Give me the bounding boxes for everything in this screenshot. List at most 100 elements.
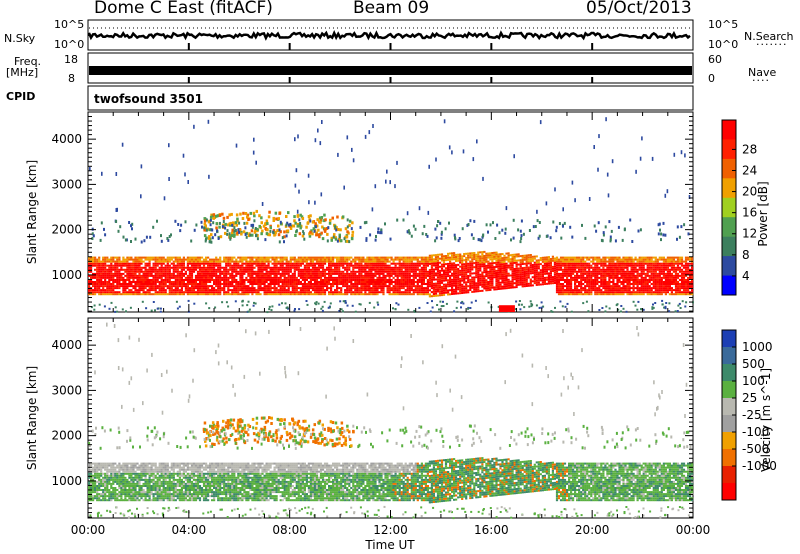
heatmap-cell	[469, 270, 472, 273]
heatmap-cell	[277, 270, 280, 273]
heatmap-cell	[235, 293, 238, 296]
heatmap-cell	[102, 270, 105, 273]
heatmap-cell	[321, 285, 325, 288]
heatmap-cell	[168, 258, 171, 261]
heatmap-cell	[586, 272, 589, 275]
heatmap-cell	[453, 272, 456, 275]
heatmap-cell	[479, 257, 482, 260]
heatmap-cell	[547, 258, 550, 261]
heatmap-cell	[303, 283, 306, 285]
heatmap-cell	[521, 267, 524, 270]
heatmap-cell	[378, 276, 381, 279]
heatmap-cell	[305, 272, 308, 275]
heatmap-cell	[459, 280, 462, 282]
heatmap-cell	[176, 287, 179, 290]
heatmap-cell	[257, 274, 260, 277]
heatmap-cell	[340, 256, 343, 259]
heatmap-cell	[545, 262, 548, 265]
heatmap-cell	[90, 279, 93, 281]
heatmap-cell	[630, 264, 633, 267]
heatmap-cell	[420, 279, 423, 281]
heatmap-cell	[418, 272, 421, 275]
heatmap-cell	[586, 293, 589, 296]
heatmap-cell	[572, 293, 575, 296]
heatmap-cell	[604, 281, 607, 283]
heatmap-cell	[465, 283, 468, 286]
heatmap-cell	[580, 256, 583, 259]
heatmap-cell	[233, 293, 236, 296]
heatmap-cell	[545, 266, 548, 269]
heatmap-cell	[568, 279, 571, 281]
heatmap-cell	[668, 258, 671, 261]
heatmap-cell	[176, 289, 179, 292]
heatmap-cell	[154, 268, 157, 271]
heatmap-cell	[467, 277, 470, 279]
heatmap-cell	[319, 283, 323, 285]
heatmap-cell	[594, 266, 597, 269]
heatmap-cell	[497, 277, 500, 280]
heatmap-cell	[547, 278, 550, 281]
heatmap-cell	[449, 252, 452, 255]
heatmap-cell	[279, 285, 282, 288]
heatmap-cell	[527, 272, 530, 275]
heatmap-cell	[588, 291, 591, 294]
heatmap-cell	[479, 273, 482, 276]
heatmap-cell	[364, 293, 367, 296]
heatmap-cell	[640, 281, 643, 283]
heatmap-cell	[582, 258, 585, 261]
heatmap-cell	[205, 281, 208, 283]
heatmap-cell	[630, 274, 633, 277]
heatmap-cell	[588, 287, 591, 290]
heatmap-cell	[584, 276, 587, 279]
heatmap-cell	[259, 272, 262, 275]
heatmap-cell	[376, 266, 379, 269]
heatmap-cell	[543, 279, 546, 281]
heatmap-cell	[525, 264, 528, 267]
heatmap-cell	[533, 261, 536, 264]
heatmap-cell	[424, 283, 427, 285]
heatmap-cell	[150, 274, 153, 277]
heatmap-cell	[170, 256, 173, 259]
heatmap-cell	[257, 262, 260, 265]
heatmap-cell	[479, 275, 482, 278]
heatmap-cell	[457, 253, 460, 256]
heatmap-cell	[176, 260, 179, 263]
heatmap-cell	[223, 266, 226, 269]
heatmap-cell	[311, 287, 315, 290]
heatmap-cell	[140, 268, 143, 271]
heatmap-cell	[408, 291, 411, 294]
heatmap-cell	[217, 279, 220, 281]
heatmap-cell	[525, 280, 528, 283]
heatmap-cell	[198, 256, 202, 259]
heatmap-cell	[505, 275, 508, 277]
heatmap-cell	[378, 274, 381, 277]
heatmap-cell	[535, 283, 538, 286]
heatmap-cell	[164, 264, 167, 267]
heatmap-cell	[563, 260, 567, 263]
heatmap-cell	[533, 280, 536, 283]
heatmap-cell	[289, 276, 292, 279]
heatmap-cell	[338, 270, 341, 273]
heatmap-cell	[287, 287, 290, 290]
heatmap-cell	[563, 274, 567, 277]
heatmap-cell	[594, 285, 597, 288]
heatmap-cell	[684, 256, 688, 259]
heatmap-cell	[505, 252, 508, 255]
heatmap-cell	[140, 260, 143, 263]
heatmap-cell	[215, 285, 218, 288]
heatmap-cell	[303, 266, 306, 269]
heatmap-cell	[634, 266, 637, 269]
heatmap-cell	[366, 266, 369, 269]
heatmap-cell	[382, 287, 385, 290]
heatmap-cell	[674, 291, 678, 294]
heatmap-cell	[612, 260, 615, 263]
heatmap-cell	[247, 260, 250, 263]
heatmap-cell	[348, 274, 351, 277]
heatmap-cell	[311, 256, 315, 259]
heatmap-cell	[533, 263, 536, 266]
heatmap-cell	[110, 270, 113, 273]
heatmap-cell	[188, 283, 191, 285]
heatmap-cell	[426, 279, 429, 281]
heatmap-cell	[483, 257, 486, 259]
heatmap-cell	[656, 293, 659, 296]
